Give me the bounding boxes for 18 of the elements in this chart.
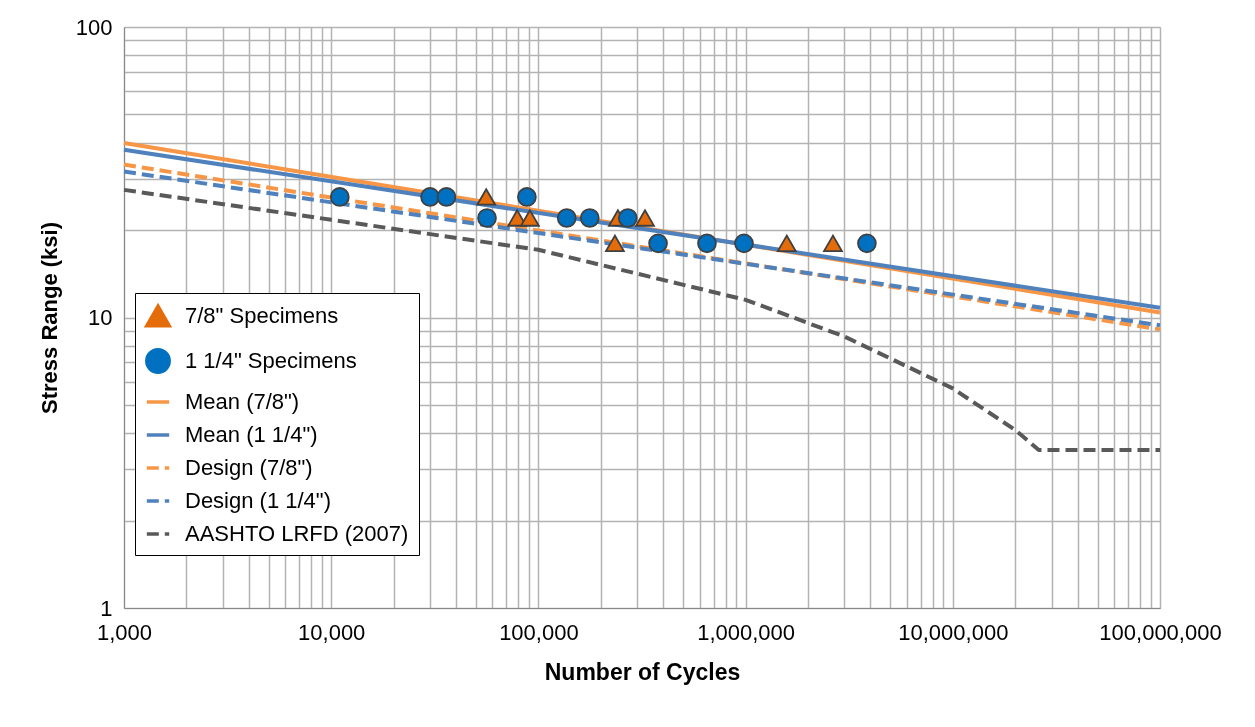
legend-label: Design (7/8") <box>185 455 313 480</box>
y-axis-title: Stress Range (ksi) <box>36 222 62 414</box>
x-tick-label: 1,000,000 <box>697 619 796 645</box>
x-axis-title: Number of Cycles <box>544 658 741 685</box>
x-tick-label: 1,000 <box>96 619 153 645</box>
x-tick-label: 10,000 <box>298 619 366 645</box>
y-tick-label: 10 <box>88 305 113 330</box>
legend-label: 7/8" Specimens <box>185 303 339 328</box>
y-tick-label: 100 <box>75 14 113 40</box>
legend-label: Mean (7/8") <box>185 389 300 414</box>
x-tick-label: 100,000,000 <box>1099 619 1222 645</box>
legend-label: AASHTO LRFD (2007) <box>185 521 409 546</box>
y-tick-label: 1 <box>100 595 113 621</box>
legend-label: 1 1/4" Specimens <box>185 348 357 373</box>
legend-label: Design (1 1/4") <box>185 488 331 513</box>
x-tick-label: 10,000,000 <box>898 619 1009 645</box>
legend-label: Mean (1 1/4") <box>185 422 318 447</box>
x-tick-label: 100,000 <box>499 619 579 645</box>
